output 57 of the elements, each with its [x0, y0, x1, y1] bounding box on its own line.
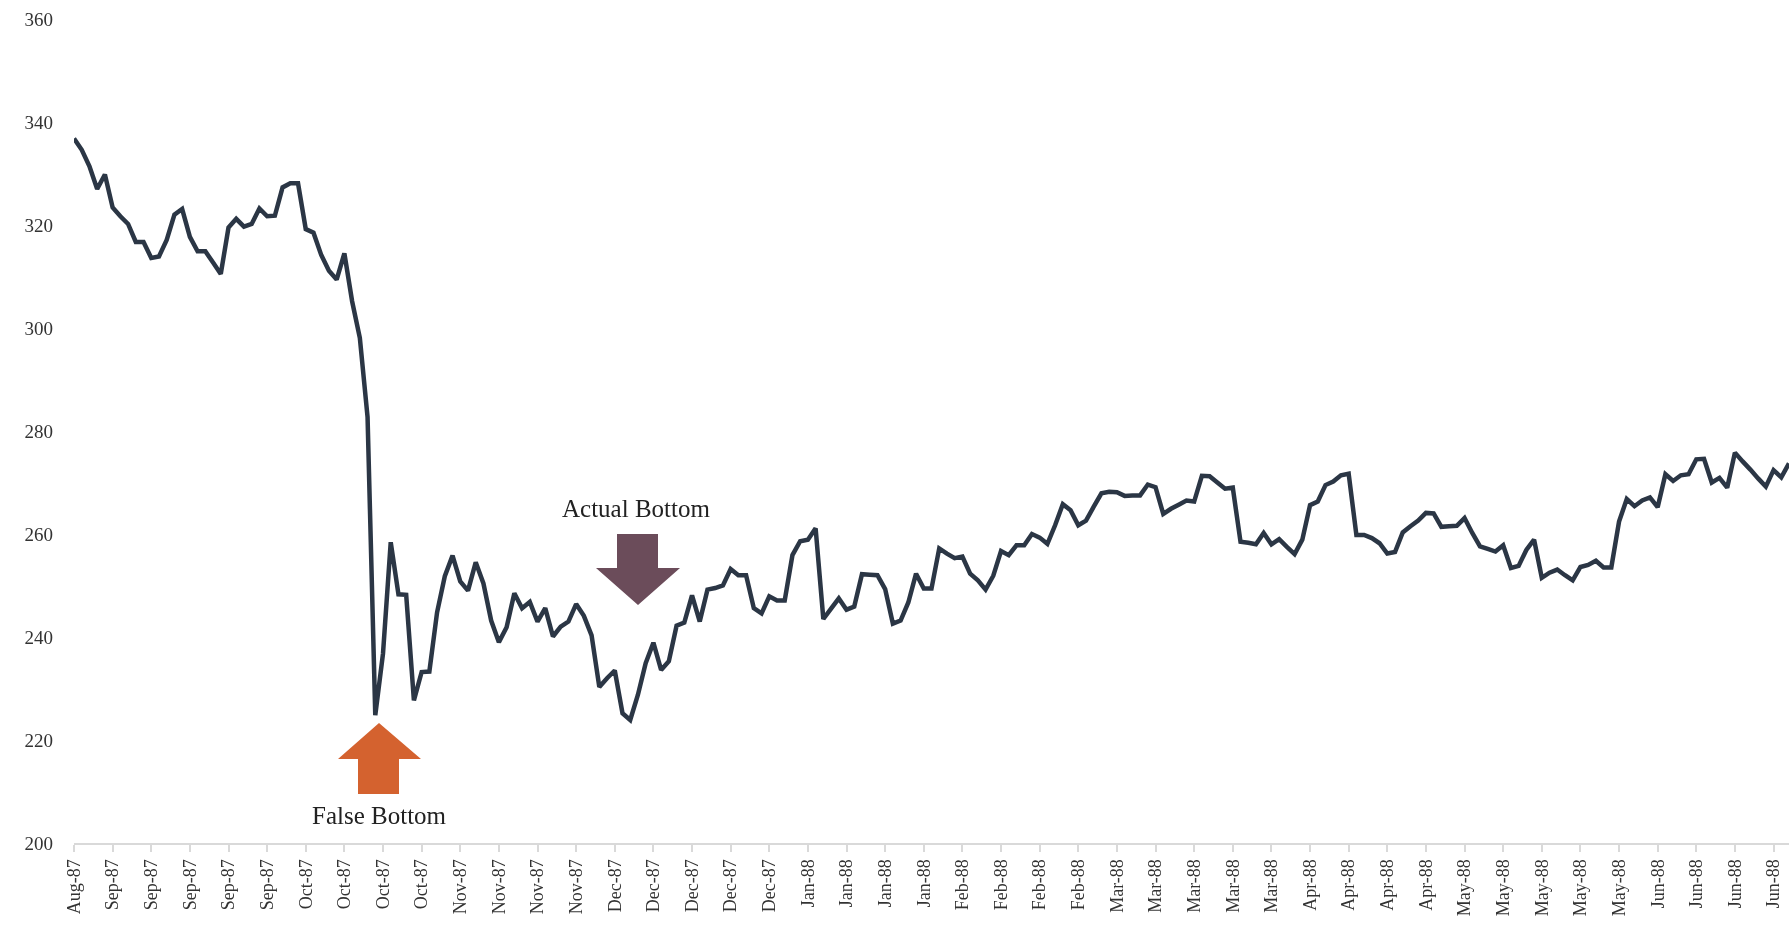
x-tick-label: Jun-88 — [1763, 859, 1784, 909]
x-tick-label: Mar-88 — [1261, 859, 1282, 913]
x-tick-label: Oct-87 — [295, 859, 316, 910]
annotation: Actual Bottom — [562, 495, 711, 522]
x-tick-label: Mar-88 — [1184, 859, 1205, 913]
x-tick-label: Dec-87 — [604, 859, 625, 913]
y-tick-label: 320 — [24, 214, 53, 236]
x-tick-label: Feb-88 — [952, 859, 973, 911]
x-tick-label: Jan-88 — [913, 859, 934, 908]
y-tick-label: 340 — [24, 111, 53, 133]
x-tick-label: May-88 — [1570, 859, 1591, 917]
x-tick-label: Dec-87 — [759, 859, 780, 913]
x-tick-label: Aug-87 — [63, 859, 84, 915]
x-tick-label: Apr-88 — [1377, 859, 1398, 911]
x-tick-label: Nov-87 — [450, 859, 471, 915]
y-tick-label: 360 — [24, 8, 53, 30]
x-tick-label: Dec-87 — [681, 859, 702, 913]
y-tick-label: 280 — [24, 420, 53, 442]
x-tick-label: Jan-88 — [836, 859, 857, 908]
x-tick-label: Feb-88 — [1068, 859, 1089, 911]
x-tick-label: Mar-88 — [1222, 859, 1243, 913]
x-tick-label: Jan-88 — [797, 859, 818, 908]
x-tick-label: May-88 — [1531, 859, 1552, 917]
x-tick-label: Oct-87 — [334, 859, 355, 910]
x-tick-label: Jun-88 — [1686, 859, 1707, 909]
x-tick-label: May-88 — [1608, 859, 1629, 917]
x-tick-label: Jun-88 — [1724, 859, 1745, 909]
y-tick-label: 200 — [24, 832, 53, 854]
x-tick-label: Dec-87 — [643, 859, 664, 913]
x-tick-label: Sep-87 — [256, 859, 277, 911]
y-tick-label: 260 — [24, 523, 53, 545]
x-tick-label: Jun-88 — [1647, 859, 1668, 909]
x-tick-label: Jan-88 — [875, 859, 895, 908]
x-tick-label: Feb-88 — [990, 859, 1011, 911]
x-tick-label: Sep-87 — [218, 859, 239, 911]
x-tick-label: May-88 — [1493, 859, 1514, 917]
x-tick-label: Feb-88 — [1029, 859, 1050, 911]
x-tick-label: Sep-87 — [102, 859, 123, 911]
y-tick-label: 220 — [24, 729, 53, 751]
x-tick-label: May-88 — [1454, 859, 1475, 917]
x-tick-label: Apr-88 — [1299, 859, 1320, 911]
x-tick-label: Nov-87 — [565, 859, 586, 915]
x-tick-label: Oct-87 — [411, 859, 432, 910]
x-tick-label: Mar-88 — [1106, 859, 1127, 913]
x-tick-label: Apr-88 — [1338, 859, 1359, 911]
annotation: False Bottom — [312, 802, 447, 829]
x-tick-label: Nov-87 — [527, 859, 548, 915]
x-tick-label: Apr-88 — [1415, 859, 1436, 911]
y-tick-label: 240 — [24, 626, 53, 648]
x-tick-label: Dec-87 — [720, 859, 741, 913]
x-tick-label: Mar-88 — [1145, 859, 1166, 913]
x-tick-label: Sep-87 — [141, 859, 162, 911]
line-series — [74, 136, 1789, 723]
y-tick-label: 300 — [24, 317, 53, 339]
x-tick-label: Nov-87 — [488, 859, 509, 915]
x-tick-label: Sep-87 — [179, 859, 200, 911]
x-tick-label: Oct-87 — [372, 859, 393, 910]
